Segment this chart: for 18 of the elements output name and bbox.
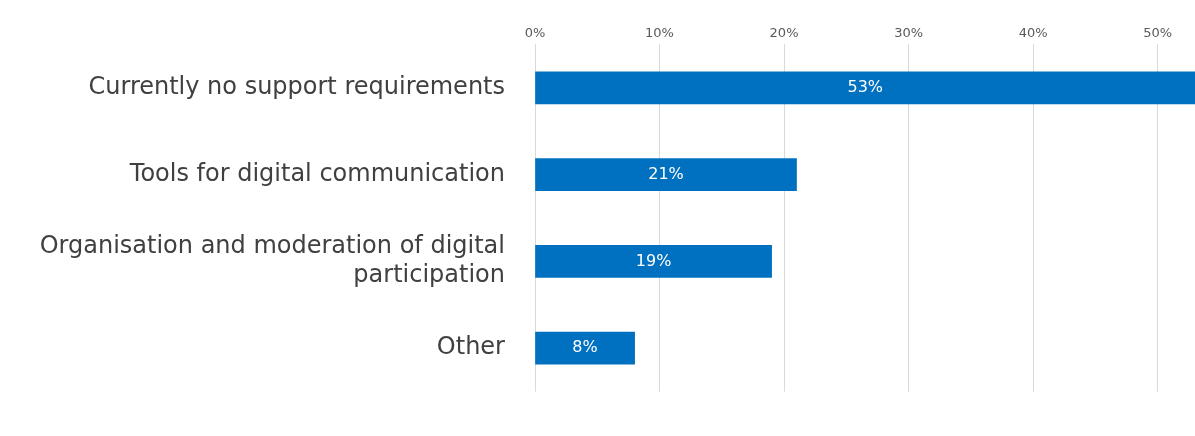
- x-tick-label: 20%: [769, 24, 799, 40]
- x-tick-label: 30%: [894, 24, 924, 40]
- data-label: 53%: [847, 76, 884, 96]
- bar: [535, 331, 635, 365]
- x-tick-label: 40%: [1018, 24, 1048, 40]
- y-tick-label: Other: [436, 332, 506, 361]
- data-label: 8%: [572, 337, 598, 357]
- data-label: 19%: [635, 250, 672, 270]
- y-tick-label: Currently no support requirements: [88, 72, 505, 101]
- bar: [535, 71, 1195, 105]
- bar: [535, 158, 797, 191]
- x-tick-label: 50%: [1143, 24, 1173, 40]
- x-tick-label: 10%: [645, 24, 674, 40]
- bar: [535, 245, 772, 278]
- x-tick-label: 0%: [524, 24, 546, 40]
- data-label: 21%: [648, 163, 684, 183]
- y-tick-label: Organisation and moderation of digital participation: [39, 231, 505, 289]
- y-tick-label: Tools for digital communication: [128, 158, 505, 187]
